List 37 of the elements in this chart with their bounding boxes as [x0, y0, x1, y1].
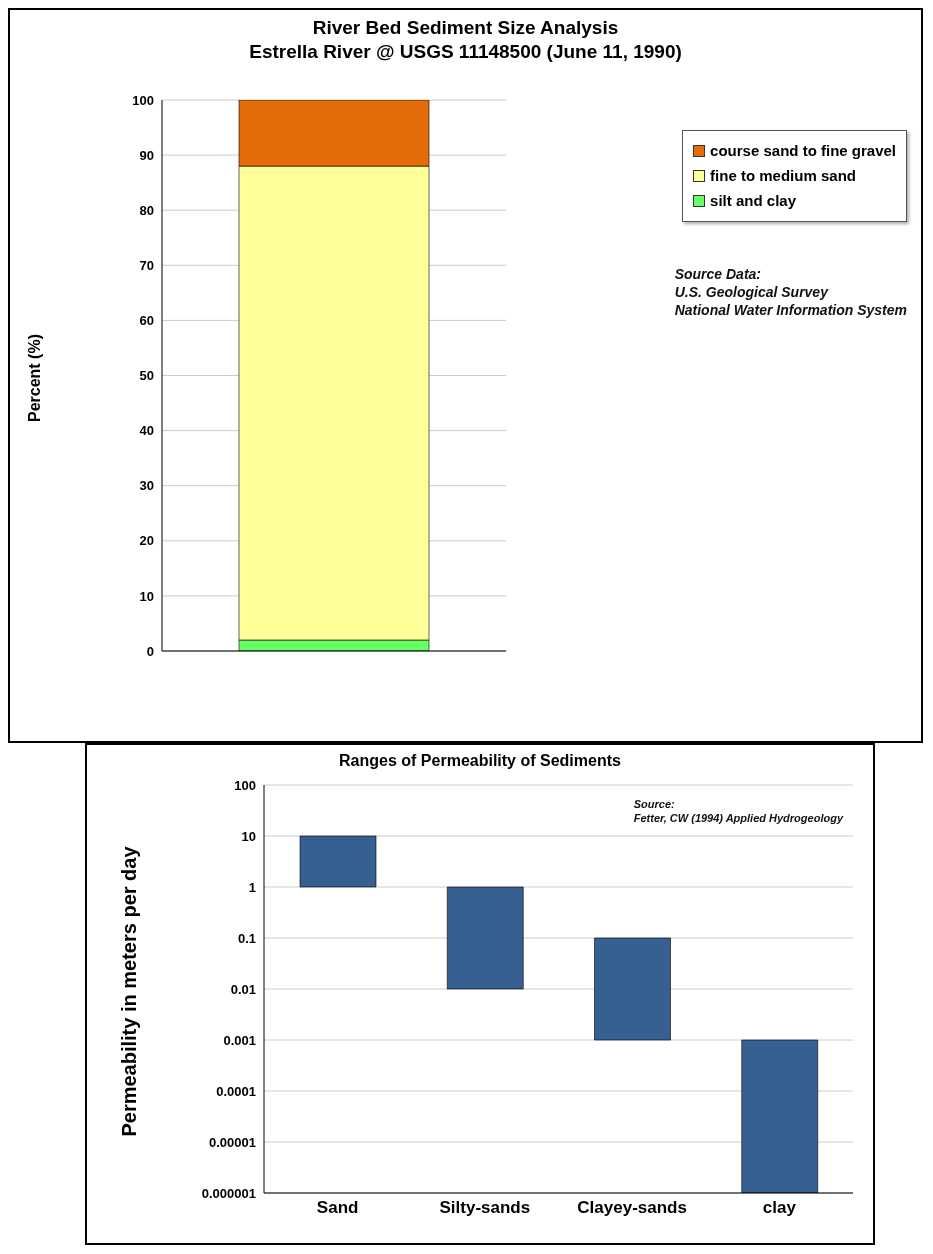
chart-title: Ranges of Permeability of Sediments	[338, 751, 622, 771]
x-tick-label: Clayey-sands	[577, 1198, 687, 1218]
y-tick-label: 100	[234, 777, 256, 793]
y-tick-label: 20	[139, 533, 154, 549]
source-note: Source Data: U.S. Geological Survey National Water Information System	[674, 265, 907, 320]
y-tick-label: 0.000001	[201, 1185, 256, 1201]
y-tick-label: 40	[139, 423, 154, 439]
bar	[594, 937, 671, 1041]
y-axis-title: Percent (%)	[26, 333, 44, 422]
y-tick-label: 30	[139, 478, 154, 494]
y-tick-label: 10	[139, 588, 154, 604]
y-tick-label: 80	[139, 202, 154, 218]
chart-title: River Bed Sediment Size Analysis	[311, 16, 620, 40]
y-tick-label: 10	[241, 828, 256, 844]
y-tick-label: 70	[139, 257, 154, 273]
x-tick-label: Silty-sands	[439, 1198, 531, 1218]
text: fine to medium sand	[710, 166, 856, 186]
bar	[446, 886, 524, 990]
y-tick-label: 0.0001	[216, 1083, 256, 1099]
legend-label: silt and clay	[710, 191, 796, 211]
y-tick-label: 0.1	[237, 930, 256, 946]
y-tick-label: 0.01	[230, 981, 256, 997]
annotation: Source: Fetter, CW (1994) Applied Hydrogeology	[633, 797, 843, 826]
x-tick-label: clay	[762, 1198, 797, 1218]
bar	[299, 835, 377, 888]
x-tick-label: Sand	[316, 1198, 359, 1218]
y-tick-label: 60	[139, 313, 154, 329]
y-tick-label: 1	[248, 879, 256, 895]
y-tick-label: 50	[139, 368, 154, 384]
chart-subtitle: Estrella River @ USGS 11148500 (June 11, 1990)	[248, 39, 683, 64]
y-tick-label: 90	[139, 147, 154, 163]
y-axis-title: Permeability in meters per day	[118, 845, 141, 1137]
y-tick-label: 0	[146, 643, 154, 659]
y-tick-label: 0.001	[223, 1032, 256, 1048]
y-tick-label: 0.00001	[209, 1134, 256, 1150]
legend-label: course sand to fine gravel	[710, 141, 896, 161]
y-tick-label: 100	[132, 92, 154, 108]
